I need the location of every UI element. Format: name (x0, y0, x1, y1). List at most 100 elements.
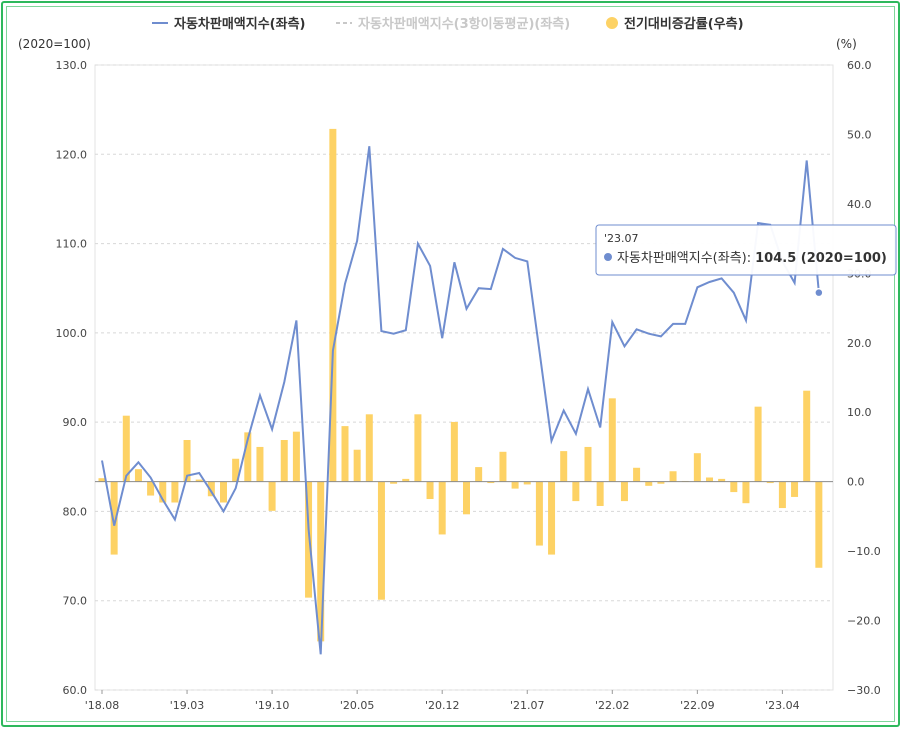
right-tick-label: 50.0 (847, 128, 872, 141)
change-rate-bar (220, 481, 227, 503)
left-tick-label: 80.0 (63, 505, 88, 518)
change-rate-bar (572, 481, 580, 502)
svg-text:자동차판매액지수(좌측):104.5 (2020=100): 자동차판매액지수(좌측): 104.5 (2020=100) (617, 251, 887, 266)
x-tick-label: '21.07 (510, 699, 545, 712)
legend-item-change-rate[interactable]: 전기대비증감률(우측) (606, 16, 744, 32)
x-tick-label: '19.10 (255, 699, 290, 712)
change-rate-bar (317, 481, 325, 642)
change-rate-bar (620, 481, 628, 502)
legend-item-moving-average[interactable]: 자동차판매액지수(3항이동평균)(좌측) (336, 16, 570, 32)
legend-label-moving-average: 자동차판매액지수(3항이동평균)(좌측) (358, 16, 570, 32)
change-rate-bar (511, 481, 519, 489)
change-rate-bar (110, 481, 118, 555)
right-tick-label: 40.0 (847, 198, 872, 211)
grid-lines (95, 64, 833, 691)
right-tick-label: 10.0 (847, 406, 872, 419)
plot-area (94, 64, 834, 691)
change-rate-bar (815, 481, 823, 568)
change-rate-bar (487, 481, 495, 484)
change-rate-bar (171, 481, 179, 503)
change-rate-bar (98, 478, 106, 482)
change-rate-bar (791, 481, 799, 497)
left-axis-unit: (2020=100) (18, 37, 91, 51)
change-rate-bar (803, 390, 811, 482)
right-tick-label: −20.0 (847, 615, 881, 628)
change-rate-bar (159, 481, 167, 503)
x-tick-label: '22.02 (595, 699, 630, 712)
x-tick-label: '23.04 (765, 699, 800, 712)
change-rate-bar (657, 481, 665, 484)
tooltip-date: '23.07 (604, 232, 639, 245)
change-rate-bar (134, 469, 142, 482)
change-rate-bar (426, 481, 434, 500)
change-rate-bar (463, 481, 470, 515)
chart-frame-inner (6, 6, 895, 722)
hover-point (814, 287, 824, 298)
change-rate-bar (268, 481, 276, 511)
change-rate-bar (195, 479, 203, 482)
x-tick-label: '20.12 (425, 699, 460, 712)
change-rate-bar (475, 467, 483, 482)
change-rate-bar (341, 426, 349, 482)
legend-label-change-rate: 전기대비증감률(우측) (624, 16, 744, 32)
change-rate-bar (693, 453, 701, 482)
right-tick-label: 60.0 (847, 59, 872, 72)
change-rate-bar (633, 467, 641, 482)
change-rate-bar (402, 478, 410, 482)
change-rate-bar (365, 414, 373, 482)
change-rate-bar (706, 477, 713, 482)
x-tick-label: '22.09 (680, 699, 715, 712)
x-axis-ticks: '18.08 '19.03 '19.10 '20.05 '20.12 '21.07 '22.… (85, 690, 800, 712)
change-rate-bar (596, 481, 604, 506)
change-rate-bar (390, 481, 398, 484)
change-rate-bar (256, 446, 264, 482)
left-tick-label: 110.0 (56, 238, 88, 251)
change-rate-bar (535, 481, 543, 546)
right-tick-label: −30.0 (847, 684, 881, 697)
change-rate-bar (207, 481, 215, 497)
legend-label-index: 자동차판매액지수(좌측) (174, 16, 305, 32)
right-tick-label: 0.0 (847, 476, 865, 489)
change-rate-bar (232, 458, 240, 482)
change-rate-bar (305, 481, 313, 598)
right-tick-label: −10.0 (847, 545, 881, 558)
change-rate-bar (560, 451, 568, 482)
left-tick-label: 120.0 (56, 148, 88, 161)
change-rate-bar (377, 481, 385, 600)
right-tick-label: 20.0 (847, 337, 872, 350)
legend-item-index[interactable]: 자동차판매액지수(좌측) (152, 16, 305, 32)
left-tick-label: 70.0 (63, 595, 88, 608)
change-rate-bar (548, 481, 556, 555)
legend: 자동차판매액지수(좌측) 자동차판매액지수(3항이동평균)(좌측) 전기대비증감… (152, 16, 744, 32)
change-rate-bar (292, 431, 300, 482)
change-rate-bar (754, 406, 762, 482)
change-rate-bar (669, 471, 677, 482)
change-rate-bar (778, 481, 786, 509)
change-rate-bar (353, 449, 361, 482)
change-rate-bar (742, 481, 750, 504)
left-axis-ticks: 130.0 120.0 110.0 100.0 90.0 80.0 70.0 60.0 (56, 59, 88, 697)
change-rate-bar (147, 481, 155, 496)
left-tick-label: 100.0 (56, 327, 88, 340)
x-tick-label: '20.05 (340, 699, 375, 712)
right-axis-unit: (%) (836, 37, 857, 51)
change-rate-bar (183, 440, 191, 482)
left-tick-label: 130.0 (56, 59, 88, 72)
x-tick-label: '18.08 (85, 699, 120, 712)
change-rate-bar (329, 128, 337, 482)
change-rate-bar (414, 414, 422, 482)
change-rate-bars (98, 128, 823, 642)
change-rate-bar (608, 398, 616, 482)
tooltip-marker (604, 253, 612, 261)
change-rate-bar (645, 481, 653, 486)
change-rate-bar (122, 415, 130, 482)
x-tick-label: '19.03 (170, 699, 205, 712)
change-rate-bar (718, 478, 726, 482)
tooltip: '23.07 자동차판매액지수(좌측): 104.5 (2020=100) (595, 224, 897, 276)
change-rate-bar (450, 421, 458, 482)
change-rate-bar (499, 451, 507, 482)
index-line (101, 146, 820, 655)
change-rate-bar (766, 481, 774, 484)
